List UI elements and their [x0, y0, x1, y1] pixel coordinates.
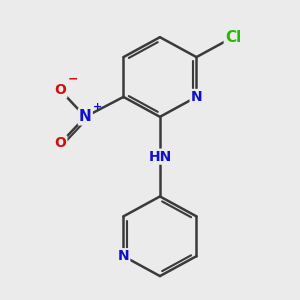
Text: O: O: [55, 136, 66, 150]
Text: +: +: [93, 101, 102, 112]
Text: N: N: [118, 249, 129, 263]
Text: HN: HN: [148, 150, 172, 164]
Text: N: N: [79, 109, 92, 124]
Text: −: −: [68, 73, 78, 86]
Text: O: O: [55, 83, 66, 97]
Text: Cl: Cl: [225, 30, 241, 45]
Text: N: N: [190, 90, 202, 104]
